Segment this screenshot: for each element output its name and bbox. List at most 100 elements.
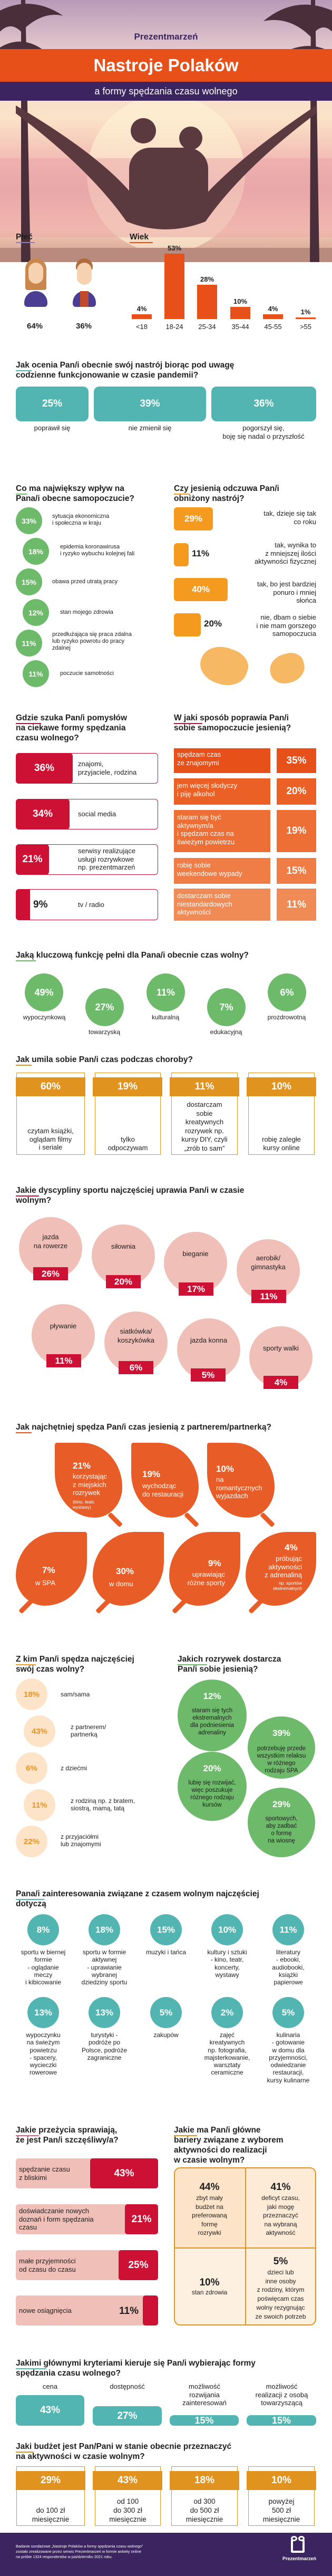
partner-label: próbując aktywności z adrenaliną [265,1555,302,1579]
company-label: z przyjaciółmi lub znajomymi [61,1833,101,1848]
autumn-pct: 20% [204,619,222,629]
ideas-pct: 21% [16,844,49,875]
happiness-row [16,2295,158,2326]
partner-pct: 9% [208,1558,221,1568]
function-pct: 7% [207,988,246,1026]
entertainment-pct: 39% [272,1728,291,1738]
title-underline [16,960,36,961]
leaf-stem [184,1512,199,1528]
sport-pct: 4% [263,1376,298,1389]
age-range-label: 35-44 [231,323,249,331]
title-underline [178,1664,207,1665]
entertainment-pct: 12% [203,1691,221,1701]
title-underline [16,2452,34,2453]
title-underline [16,1432,32,1433]
female-figure-icon [23,258,48,309]
partner-label: w SPA [35,1579,56,1587]
function-label: wypoczynkową [23,1014,66,1021]
criteria-bar: 27% [93,2406,162,2426]
function-pct: 49% [25,973,63,1011]
page-subtitle: a formy spędzania czasu wolnego [0,82,332,101]
mood-box-improved: 25% [16,387,89,421]
happiness-label: spędzanie czasu z bliskimi [19,2165,70,2182]
autumn-label: tak, bo jest bardziej ponuro i mniej sło… [257,580,316,604]
budget-card [171,2466,238,2526]
ideas-bar [16,889,30,920]
company-label: z dziećmi [61,1764,87,1772]
barriers-grid [174,2167,316,2326]
sport-pct: 6% [119,1361,153,1374]
influence-pct: 15% [16,568,42,595]
interest-pct: 8% [27,1914,59,1945]
male-figure-icon [72,258,97,309]
age-range-label: <18 [135,323,148,331]
mood-question: Jak ocenia Pan/i obecnie swój nastrój bi… [16,361,235,380]
sickness-card [171,1073,238,1155]
partner-pct: 10% [216,1464,235,1474]
influence-pct: 11% [16,630,42,657]
ideas-pct: 9% [33,899,48,910]
age-range-label: 18-24 [165,323,183,331]
sickness-label: czytam książki, oglądam filmy i seriale [27,1127,74,1151]
company-question: Z kim Pan/i spędza najczęściej swój czas… [16,1655,134,1674]
entertainment-question: Jakich rozrywek dostarcza Pan/i sobie je… [178,1655,281,1674]
grid-divider [245,2247,246,2324]
partner-label: na romantycznych wyjazdach [216,1475,262,1500]
barrier-pct: 44% [199,2182,220,2193]
title-underline [16,1065,32,1066]
partner-label: w domu [109,1580,133,1588]
sport-label: pływanie [50,1322,77,1330]
budget-label: powyżej 500 zł miesięcznie [262,2497,300,2523]
sport-pct: 17% [179,1282,213,1296]
age-bar-group: 53% 18-24 [164,240,184,335]
function-pct: 6% [268,973,306,1011]
partner-pct: 4% [285,1542,298,1552]
budget-card [95,2466,161,2526]
sickness-pct: 10% [247,1077,316,1096]
title-underline [16,370,32,371]
ideas-question: Gdzie szuka Pan/i pomysłów na ciekawe fo… [16,713,128,742]
age-bar [263,314,283,319]
autumn-label: nie, dbam o siebie i nie mam gorszego sa… [256,613,316,638]
criteria-label: dostępność [110,2382,145,2390]
sport-label: siatkówka/ koszykówka [117,1327,155,1344]
autumn-leaf-icon [195,640,253,692]
interest-label: kultury i sztuki - kino, teatr, koncerty… [207,1948,247,1979]
interest-pct: 13% [27,1997,59,2028]
gender-female-value: 64% [26,322,43,331]
autumn-label: tak, dzieje się tak co roku [263,509,316,526]
mood-box-worse: 36% [211,387,316,421]
improve-pct: 11% [277,889,316,921]
grid-cell [175,2168,246,2249]
interest-label: sportu w formie aktywnej - uprawianie wy… [81,1948,128,1986]
entertainment-label: potrzebuję przede wszystkim relaksu w ró… [257,1745,306,1774]
title-underline [16,723,41,724]
entertainment-bubble: 20% lubię się rozwijać, więc poszukuje ró… [178,1752,247,1821]
mood-label: pogorszył się, boję się nadal o przyszło… [222,424,305,440]
criteria-label: możliwość rozwijania zainteresowań [182,2382,227,2407]
improve-pct: 35% [277,748,316,773]
sickness-label: dostarczam sobie kreatywnych rozrywek np… [181,1101,228,1152]
ideas-label: social media [78,810,116,818]
hero: Prezentmarzeń Nastroje Polaków a formy s… [0,0,332,262]
happiness-pct: 25% [119,2250,158,2280]
title-underline [174,2135,197,2136]
improve-label: spędzam czas ze znajomymi [174,748,270,773]
mood-label: poprawił się [34,424,71,432]
leaf-stem [108,1512,123,1528]
leaf-stem [172,1598,187,1614]
sickness-label: tylko odpoczywam [108,1135,148,1152]
budget-card [248,2466,315,2526]
budget-label: do 100 zł miesięcznie [32,2506,70,2523]
happiness-pct: 21% [125,2204,158,2234]
entertainment-label: lubię się rozwijać, więc poszukuje różne… [188,1780,236,1808]
happiness-label: małe przyjemności od czasu do czasu [19,2257,76,2273]
title-underline [130,242,153,243]
mood-box-unchanged: 39% [94,387,206,421]
age-bar-group: 28% 25-34 [197,240,217,335]
interest-pct: 13% [89,1997,120,2028]
interest-label: wypoczynku na świeżym powietrzu - spacer… [26,2031,61,2077]
age-bar [132,314,152,319]
barrier-label: dzieci lub inne osoby z rodziny, którym … [255,2269,306,2320]
criteria-bar: 15% [170,2415,239,2426]
